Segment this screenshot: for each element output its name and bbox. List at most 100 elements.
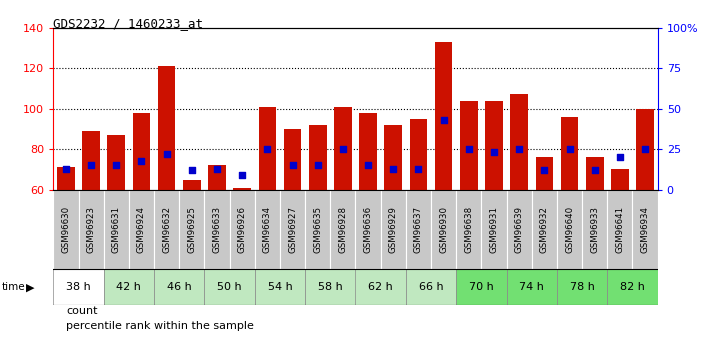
Text: GSM96631: GSM96631: [112, 206, 121, 253]
Bar: [506, 269, 557, 305]
Bar: [104, 190, 129, 269]
Text: time: time: [1, 282, 25, 292]
Point: [639, 146, 651, 152]
Bar: [53, 190, 78, 269]
Text: GSM96639: GSM96639: [515, 206, 524, 253]
Bar: [129, 190, 154, 269]
Text: GSM96632: GSM96632: [162, 206, 171, 253]
Bar: [305, 190, 331, 269]
Point: [539, 168, 550, 173]
Bar: [255, 190, 280, 269]
Bar: [456, 190, 481, 269]
Text: percentile rank within the sample: percentile rank within the sample: [66, 321, 254, 331]
Text: 78 h: 78 h: [570, 282, 594, 292]
Point: [589, 168, 600, 173]
Bar: [410, 119, 427, 190]
Bar: [78, 190, 104, 269]
Bar: [233, 188, 251, 190]
Text: GSM96929: GSM96929: [389, 206, 397, 253]
Bar: [331, 190, 356, 269]
Point: [136, 158, 147, 163]
Bar: [406, 190, 431, 269]
Bar: [460, 101, 478, 190]
Text: GSM96923: GSM96923: [87, 206, 95, 253]
Point: [60, 166, 72, 171]
Point: [564, 146, 575, 152]
Bar: [586, 157, 604, 190]
Text: GSM96925: GSM96925: [187, 206, 196, 253]
Bar: [607, 190, 633, 269]
Bar: [385, 125, 402, 190]
Bar: [53, 269, 104, 305]
Bar: [557, 269, 607, 305]
Point: [161, 151, 172, 157]
Bar: [309, 125, 326, 190]
Point: [614, 155, 626, 160]
Text: GSM96635: GSM96635: [314, 206, 322, 253]
Point: [438, 117, 449, 123]
Text: 42 h: 42 h: [117, 282, 141, 292]
Point: [513, 146, 525, 152]
Bar: [154, 269, 205, 305]
Text: GSM96927: GSM96927: [288, 206, 297, 253]
Text: 62 h: 62 h: [368, 282, 393, 292]
Bar: [57, 167, 75, 190]
Bar: [485, 101, 503, 190]
Text: 66 h: 66 h: [419, 282, 444, 292]
Bar: [107, 135, 125, 190]
Bar: [380, 190, 406, 269]
Bar: [205, 269, 255, 305]
Text: GSM96633: GSM96633: [213, 206, 222, 253]
Text: count: count: [66, 306, 97, 315]
Text: GSM96637: GSM96637: [414, 206, 423, 253]
Text: GSM96934: GSM96934: [641, 206, 650, 253]
Bar: [633, 190, 658, 269]
Text: GSM96931: GSM96931: [489, 206, 498, 253]
Bar: [532, 190, 557, 269]
Text: 46 h: 46 h: [167, 282, 191, 292]
Point: [337, 146, 348, 152]
Bar: [359, 113, 377, 190]
Bar: [636, 109, 654, 190]
Point: [186, 168, 198, 173]
Text: 58 h: 58 h: [318, 282, 343, 292]
Bar: [535, 157, 553, 190]
Point: [237, 172, 248, 178]
Text: 38 h: 38 h: [66, 282, 91, 292]
Text: GSM96636: GSM96636: [363, 206, 373, 253]
Text: GSM96924: GSM96924: [137, 206, 146, 253]
Bar: [82, 131, 100, 190]
Bar: [104, 269, 154, 305]
Bar: [435, 42, 452, 190]
Bar: [205, 190, 230, 269]
Point: [111, 162, 122, 168]
Bar: [284, 129, 301, 190]
Bar: [280, 190, 305, 269]
Bar: [582, 190, 607, 269]
Bar: [255, 269, 305, 305]
Text: GSM96926: GSM96926: [237, 206, 247, 253]
Bar: [158, 66, 176, 190]
Text: GSM96933: GSM96933: [590, 206, 599, 253]
Bar: [510, 95, 528, 190]
Bar: [557, 190, 582, 269]
Bar: [183, 180, 201, 190]
Point: [463, 146, 474, 152]
Bar: [481, 190, 506, 269]
Text: GSM96928: GSM96928: [338, 206, 348, 253]
Point: [488, 150, 500, 155]
Point: [312, 162, 324, 168]
Bar: [506, 190, 532, 269]
Text: GDS2232 / 1460233_at: GDS2232 / 1460233_at: [53, 17, 203, 30]
Point: [363, 162, 374, 168]
Bar: [431, 190, 456, 269]
Text: GSM96634: GSM96634: [263, 206, 272, 253]
Text: GSM96638: GSM96638: [464, 206, 474, 253]
Point: [413, 166, 424, 171]
Bar: [154, 190, 179, 269]
Text: 70 h: 70 h: [469, 282, 493, 292]
Bar: [133, 113, 150, 190]
Bar: [208, 166, 226, 190]
Text: 54 h: 54 h: [267, 282, 292, 292]
Text: ▶: ▶: [26, 282, 34, 292]
